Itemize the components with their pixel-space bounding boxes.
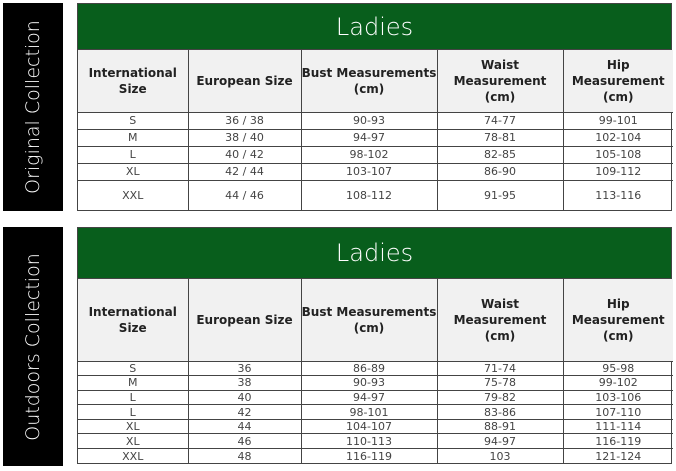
table-cell: 88-91 <box>436 418 564 435</box>
table-cell: 108-112 <box>300 179 438 211</box>
table-cell: S <box>78 111 189 130</box>
column-header: Hip Measurement (cm) <box>562 50 673 113</box>
table-row: M 38 90-93 75-78 99-102 <box>78 375 673 391</box>
table-row: XL 42 / 44 103-107 86-90 109-112 <box>78 162 673 181</box>
table-cell: 109-112 <box>562 162 673 181</box>
table-cell: 98-102 <box>300 145 438 164</box>
table-cell: XL <box>78 418 189 435</box>
table-cell: 103-107 <box>300 162 438 181</box>
table-cell: 103-106 <box>562 389 673 406</box>
table-cell: XL <box>78 162 189 181</box>
size-table: International Size European Size Bust Meas… <box>78 279 673 464</box>
table-cell: 78-81 <box>436 128 564 147</box>
table-cell: 111-114 <box>562 418 673 435</box>
table-cell: 99-101 <box>562 111 673 130</box>
side-label-original: Original Collection <box>3 3 63 211</box>
table-cell: 75-78 <box>436 375 564 391</box>
table-cell: 44 <box>187 418 302 435</box>
table-row: S 36 86-89 71-74 95-98 <box>78 360 673 377</box>
table-cell: 48 <box>187 448 302 464</box>
table-row: XXL 44 / 46 108-112 91-95 113-116 <box>78 179 673 211</box>
table-cell: S <box>78 360 189 377</box>
table-row: L 40 / 42 98-102 82-85 105-108 <box>78 145 673 164</box>
table-cell: 42 / 44 <box>187 162 302 181</box>
column-header: Bust Measurements (cm) <box>300 50 438 113</box>
table-cell: 82-85 <box>436 145 564 164</box>
table-cell: XL <box>78 433 189 450</box>
table-cell: 90-93 <box>300 375 438 391</box>
size-table-original: Ladies International Size European Size Bu… <box>77 3 673 211</box>
table-row: L 42 98-101 83-86 107-110 <box>78 404 673 420</box>
table-cell: 42 <box>187 404 302 420</box>
table-title: Ladies <box>78 228 671 279</box>
table-cell: 38 <box>187 375 302 391</box>
table-cell: 110-113 <box>300 433 438 450</box>
table-title: Ladies <box>78 4 671 50</box>
table-cell: 99-102 <box>562 375 673 391</box>
table-cell: 94-97 <box>436 433 564 450</box>
table-cell: 36 <box>187 360 302 377</box>
table-cell: 36 / 38 <box>187 111 302 130</box>
table-row: XXL 48 116-119 103 121-124 <box>78 448 673 464</box>
table-cell: 46 <box>187 433 302 450</box>
column-header: International Size <box>78 50 189 113</box>
table-cell: 103 <box>436 448 564 464</box>
table-cell: 79-82 <box>436 389 564 406</box>
column-header: European Size <box>187 279 302 362</box>
table-cell: 94-97 <box>300 389 438 406</box>
table-row: S 36 / 38 90-93 74-77 99-101 <box>78 111 673 130</box>
column-header: Waist Measurement (cm) <box>436 279 564 362</box>
table-cell: 83-86 <box>436 404 564 420</box>
table-cell: M <box>78 128 189 147</box>
header-row: International Size European Size Bust Meas… <box>78 50 673 113</box>
table-cell: 38 / 40 <box>187 128 302 147</box>
table-cell: M <box>78 375 189 391</box>
table-cell: 91-95 <box>436 179 564 211</box>
size-table: International Size European Size Bust Meas… <box>78 50 673 211</box>
table-cell: 113-116 <box>562 179 673 211</box>
table-cell: 98-101 <box>300 404 438 420</box>
table-cell: 116-119 <box>300 448 438 464</box>
table-cell: 95-98 <box>562 360 673 377</box>
header-row: International Size European Size Bust Meas… <box>78 279 673 362</box>
table-cell: L <box>78 145 189 164</box>
table-cell: 104-107 <box>300 418 438 435</box>
table-cell: XXL <box>78 448 189 464</box>
table-cell: 94-97 <box>300 128 438 147</box>
table-cell: 40 <box>187 389 302 406</box>
table-cell: 44 / 46 <box>187 179 302 211</box>
column-header: European Size <box>187 50 302 113</box>
table-cell: 105-108 <box>562 145 673 164</box>
size-table-outdoors: Ladies International Size European Size Bu… <box>77 227 673 464</box>
table-cell: 121-124 <box>562 448 673 464</box>
table-row: XL 46 110-113 94-97 116-119 <box>78 433 673 450</box>
side-label-text: Original Collection <box>22 20 44 194</box>
table-cell: L <box>78 404 189 420</box>
table-cell: 71-74 <box>436 360 564 377</box>
column-header: Bust Measurements (cm) <box>300 279 438 362</box>
table-cell: 40 / 42 <box>187 145 302 164</box>
table-cell: 90-93 <box>300 111 438 130</box>
column-header: Hip Measurement (cm) <box>562 279 673 362</box>
table-row: M 38 / 40 94-97 78-81 102-104 <box>78 128 673 147</box>
column-header: Waist Measurement (cm) <box>436 50 564 113</box>
table-cell: 74-77 <box>436 111 564 130</box>
table-cell: 86-90 <box>436 162 564 181</box>
table-cell: 102-104 <box>562 128 673 147</box>
side-label-outdoors: Outdoors Collection <box>3 227 63 466</box>
table-cell: 116-119 <box>562 433 673 450</box>
table-row: L 40 94-97 79-82 103-106 <box>78 389 673 406</box>
table-cell: L <box>78 389 189 406</box>
table-cell: 86-89 <box>300 360 438 377</box>
column-header: International Size <box>78 279 189 362</box>
table-cell: XXL <box>78 179 189 211</box>
table-cell: 107-110 <box>562 404 673 420</box>
table-row: XL 44 104-107 88-91 111-114 <box>78 418 673 435</box>
side-label-text: Outdoors Collection <box>22 252 44 441</box>
